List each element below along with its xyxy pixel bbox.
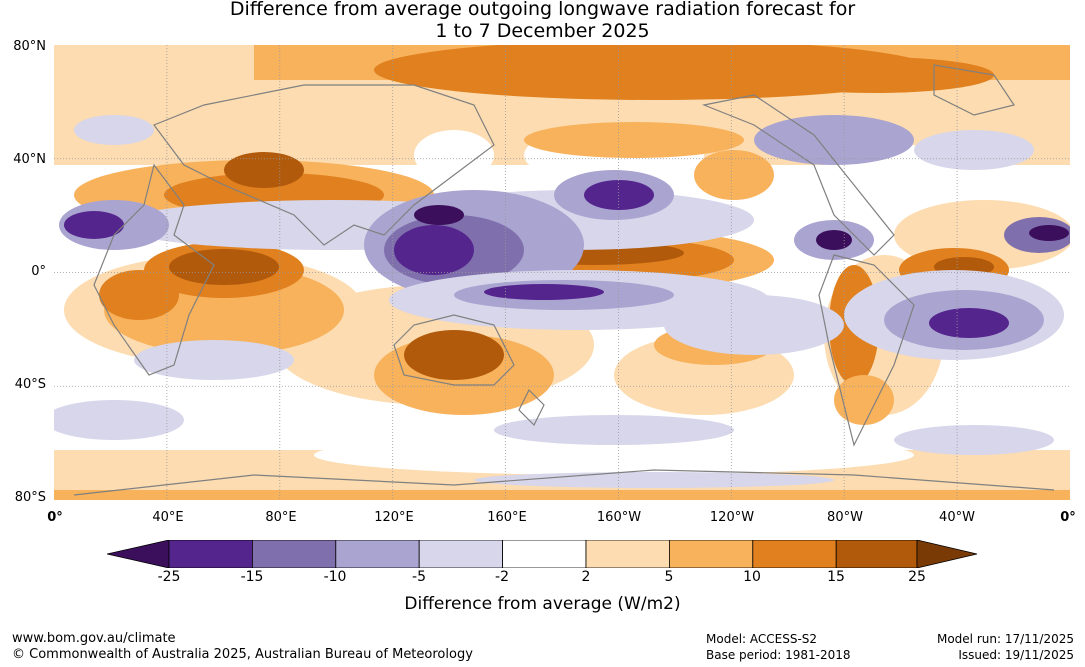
colorbar-segment-2 <box>251 540 337 568</box>
footer-base-period: Base period: 1981-2018 <box>706 648 851 662</box>
colorbar-tick-label: 15 <box>827 569 845 585</box>
lon-label-120w: 120°W <box>709 510 755 525</box>
lon-label-80e: 80°E <box>265 510 297 525</box>
colorbar-tick-label: 25 <box>908 569 926 585</box>
colorbar-segment-4 <box>418 540 504 568</box>
map-title-line-2: 1 to 7 December 2025 <box>435 20 650 42</box>
lon-label-80w: 80°W <box>827 510 863 525</box>
lat-label-80n: 80°N <box>13 39 46 54</box>
colorbar-tick-label: 2 <box>581 569 591 585</box>
colorbar-segment-9 <box>835 540 918 568</box>
colorbar-tick-label: -5 <box>412 569 426 585</box>
lat-label-40s: 40°S <box>14 377 46 392</box>
colorbar-segment-7 <box>669 540 754 568</box>
colorbar-segment-3 <box>335 540 420 568</box>
colorbar-tick-label: 10 <box>743 569 761 585</box>
footer-model: Model: ACCESS-S2 <box>706 632 818 646</box>
lon-label-40e: 40°E <box>152 510 184 525</box>
colorbar <box>107 540 978 568</box>
colorbar-segment-5 <box>502 540 587 568</box>
lon-label-0-right: 0° <box>1060 510 1076 525</box>
colorbar-segment-6 <box>585 540 670 568</box>
lon-label-160e: 160°E <box>487 510 527 525</box>
lat-label-80s: 80°S <box>14 490 46 505</box>
colorbar-tick-label: -25 <box>157 569 181 585</box>
colorbar-segment-1 <box>168 540 253 568</box>
map-title-line-1: Difference from average outgoing longwav… <box>229 0 856 20</box>
colorbar-tick-label: 5 <box>664 569 674 585</box>
colorbar-segment-right-extend <box>916 540 978 568</box>
colorbar-segment-left-extend <box>107 540 170 568</box>
lon-label-160w: 160°W <box>596 510 642 525</box>
colorbar-label: Difference from average (W/m2) <box>404 594 681 614</box>
colorbar-segment-8 <box>752 540 837 568</box>
footer-issued: Issued: 19/11/2025 <box>958 648 1074 662</box>
orange-regions <box>74 45 1070 425</box>
lat-label-equator: 0° <box>31 264 46 279</box>
footer-model-run: Model run: 17/11/2025 <box>936 632 1074 646</box>
footer-copyright: © Commonwealth of Australia 2025, Austra… <box>12 647 473 662</box>
lat-label-40n: 40°N <box>13 152 46 167</box>
colorbar-tick-label: -10 <box>323 569 347 585</box>
lon-label-0-left: 0° <box>47 510 63 525</box>
coastlines <box>73 64 1055 496</box>
lon-label-120e: 120°E <box>374 510 414 525</box>
graticule <box>54 45 1070 500</box>
footer-website: www.bom.gov.au/climate <box>12 631 176 646</box>
colorbar-tick-label: -2 <box>495 569 509 585</box>
purple-regions <box>54 115 1070 488</box>
lon-label-40w: 40°W <box>939 510 975 525</box>
colorbar-tick-label: -15 <box>240 569 264 585</box>
olr-anomaly-map <box>54 45 1070 500</box>
